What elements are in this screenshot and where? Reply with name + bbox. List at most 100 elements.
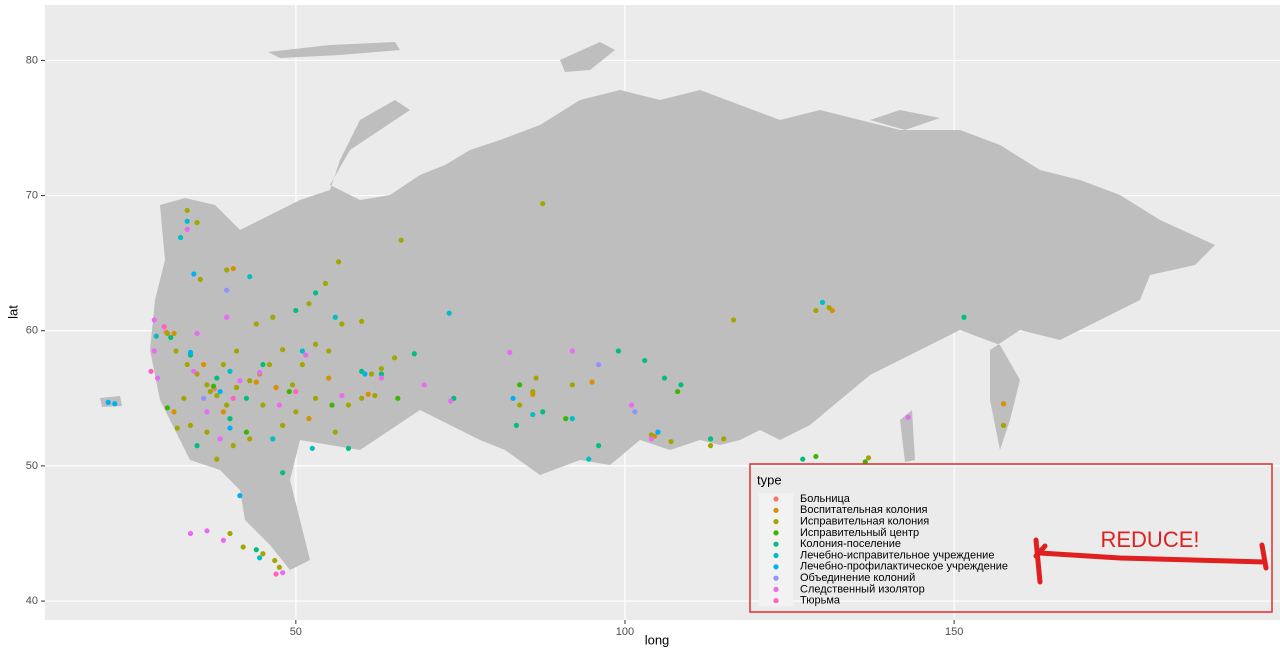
point bbox=[329, 402, 335, 408]
russia-shape bbox=[150, 90, 1215, 570]
point bbox=[293, 307, 299, 314]
map bbox=[100, 42, 1215, 570]
point bbox=[257, 370, 263, 376]
point bbox=[207, 388, 213, 395]
point bbox=[194, 330, 200, 337]
island bbox=[560, 42, 615, 72]
point bbox=[201, 361, 207, 368]
point bbox=[164, 405, 171, 411]
point bbox=[204, 409, 210, 415]
point bbox=[813, 307, 819, 314]
y-tick-label: 40 bbox=[26, 595, 38, 607]
point bbox=[171, 409, 177, 415]
point bbox=[227, 368, 233, 374]
point bbox=[569, 416, 575, 422]
point bbox=[237, 493, 243, 499]
point bbox=[336, 259, 342, 265]
point bbox=[191, 271, 197, 277]
point bbox=[678, 382, 684, 388]
point bbox=[309, 445, 315, 451]
point bbox=[178, 234, 184, 241]
point bbox=[530, 388, 536, 395]
annotation: REDUCE! bbox=[1100, 527, 1199, 552]
point bbox=[197, 276, 203, 282]
point bbox=[826, 305, 832, 311]
point bbox=[819, 299, 826, 305]
point bbox=[326, 375, 332, 381]
point bbox=[224, 267, 230, 273]
point bbox=[540, 201, 546, 207]
point bbox=[253, 379, 259, 385]
point bbox=[905, 414, 911, 420]
point bbox=[227, 530, 233, 537]
point bbox=[642, 357, 648, 364]
point bbox=[286, 388, 292, 395]
point bbox=[276, 564, 282, 570]
point bbox=[230, 265, 236, 272]
point bbox=[372, 393, 378, 399]
legend-label: Колония-поселение bbox=[800, 538, 901, 550]
point bbox=[194, 443, 200, 449]
point bbox=[569, 382, 575, 388]
point bbox=[530, 411, 536, 418]
point bbox=[513, 422, 519, 428]
point bbox=[270, 314, 276, 320]
point bbox=[661, 375, 668, 381]
legend-dot bbox=[773, 541, 779, 547]
point bbox=[247, 378, 253, 384]
point bbox=[446, 310, 452, 316]
point bbox=[365, 391, 371, 397]
point bbox=[174, 425, 180, 431]
point bbox=[345, 402, 352, 408]
point bbox=[230, 443, 236, 449]
legend-label: Больница bbox=[800, 493, 851, 505]
y-tick-label: 50 bbox=[26, 460, 38, 472]
point bbox=[1000, 401, 1007, 407]
point bbox=[270, 436, 276, 442]
point bbox=[164, 330, 171, 337]
point bbox=[312, 341, 319, 347]
point bbox=[187, 422, 194, 428]
legend-label: Тюрьма bbox=[800, 595, 841, 607]
point bbox=[184, 218, 190, 224]
point bbox=[421, 382, 427, 388]
point bbox=[184, 207, 190, 214]
point bbox=[359, 395, 365, 401]
point bbox=[628, 402, 635, 408]
x-tick-label: 150 bbox=[945, 626, 963, 638]
point bbox=[507, 349, 513, 355]
point bbox=[299, 361, 306, 368]
point bbox=[220, 409, 227, 415]
legend-dot bbox=[773, 530, 779, 536]
point bbox=[153, 333, 159, 339]
x-tick-label: 50 bbox=[290, 626, 302, 638]
point bbox=[243, 395, 250, 401]
point bbox=[1000, 422, 1007, 428]
point bbox=[675, 388, 681, 395]
point bbox=[280, 570, 286, 576]
point bbox=[191, 368, 197, 374]
point bbox=[247, 436, 253, 442]
point bbox=[280, 470, 286, 476]
legend-label: Исправительный центр bbox=[800, 527, 919, 539]
point bbox=[214, 393, 220, 399]
point bbox=[171, 330, 177, 337]
point bbox=[151, 317, 157, 323]
point bbox=[224, 314, 230, 320]
points bbox=[105, 201, 1007, 577]
point bbox=[280, 347, 286, 353]
point bbox=[326, 348, 332, 354]
point bbox=[161, 324, 167, 330]
point bbox=[339, 393, 345, 399]
point bbox=[332, 429, 338, 435]
point bbox=[865, 455, 872, 461]
point bbox=[447, 398, 454, 404]
point bbox=[730, 317, 737, 323]
point bbox=[303, 352, 309, 358]
point bbox=[112, 401, 118, 407]
point bbox=[391, 355, 398, 361]
point bbox=[368, 371, 375, 377]
legend-label: Лечебно-профилактическое учреждение bbox=[800, 561, 1008, 573]
island bbox=[900, 410, 915, 462]
